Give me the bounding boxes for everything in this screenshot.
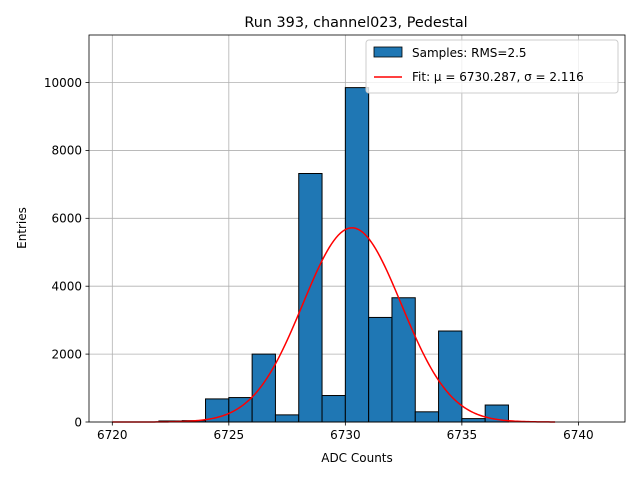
legend-fit-label: Fit: μ = 6730.287, σ = 2.116 (412, 70, 584, 84)
legend-samples-label: Samples: RMS=2.5 (412, 46, 527, 60)
x-tick-label: 6740 (563, 428, 594, 442)
histogram-bar (461, 418, 486, 423)
histogram-bar (251, 353, 276, 423)
y-axis-ticks: 0 2000 4000 6000 8000 10000 (44, 76, 89, 429)
y-tick-label: 2000 (51, 347, 82, 361)
x-axis-ticks: 6720 6725 6730 6735 6740 (97, 422, 594, 442)
y-tick-label: 4000 (51, 280, 82, 294)
x-tick-label: 6720 (97, 428, 128, 442)
legend-samples-swatch (373, 46, 403, 58)
x-tick-label: 6730 (330, 428, 361, 442)
histogram-bar (298, 173, 323, 423)
plot-frame (88, 34, 626, 423)
y-axis-label: Entries (15, 207, 29, 249)
chart-title: Run 393, channel023, Pedestal (244, 15, 467, 31)
histogram-bar (344, 87, 370, 423)
histogram-bar (414, 411, 440, 423)
gaussian-fit-curve (112, 227, 556, 423)
legend: Samples: RMS=2.5 Fit: μ = 6730.287, σ = … (365, 39, 619, 94)
histogram-bars (158, 87, 509, 423)
y-tick-label: 8000 (51, 144, 82, 158)
x-axis-label: ADC Counts (321, 451, 393, 465)
x-tick-label: 6725 (214, 428, 245, 442)
y-tick-label: 0 (74, 415, 82, 429)
x-tick-label: 6735 (447, 428, 478, 442)
histogram-bar (274, 414, 300, 423)
legend-box (365, 39, 619, 94)
y-tick-label: 6000 (51, 212, 82, 226)
y-tick-label: 10000 (44, 76, 82, 90)
histogram-bar (438, 330, 463, 423)
histogram-bar (391, 297, 416, 423)
histogram-bar (321, 395, 346, 423)
histogram-bar (368, 316, 393, 423)
